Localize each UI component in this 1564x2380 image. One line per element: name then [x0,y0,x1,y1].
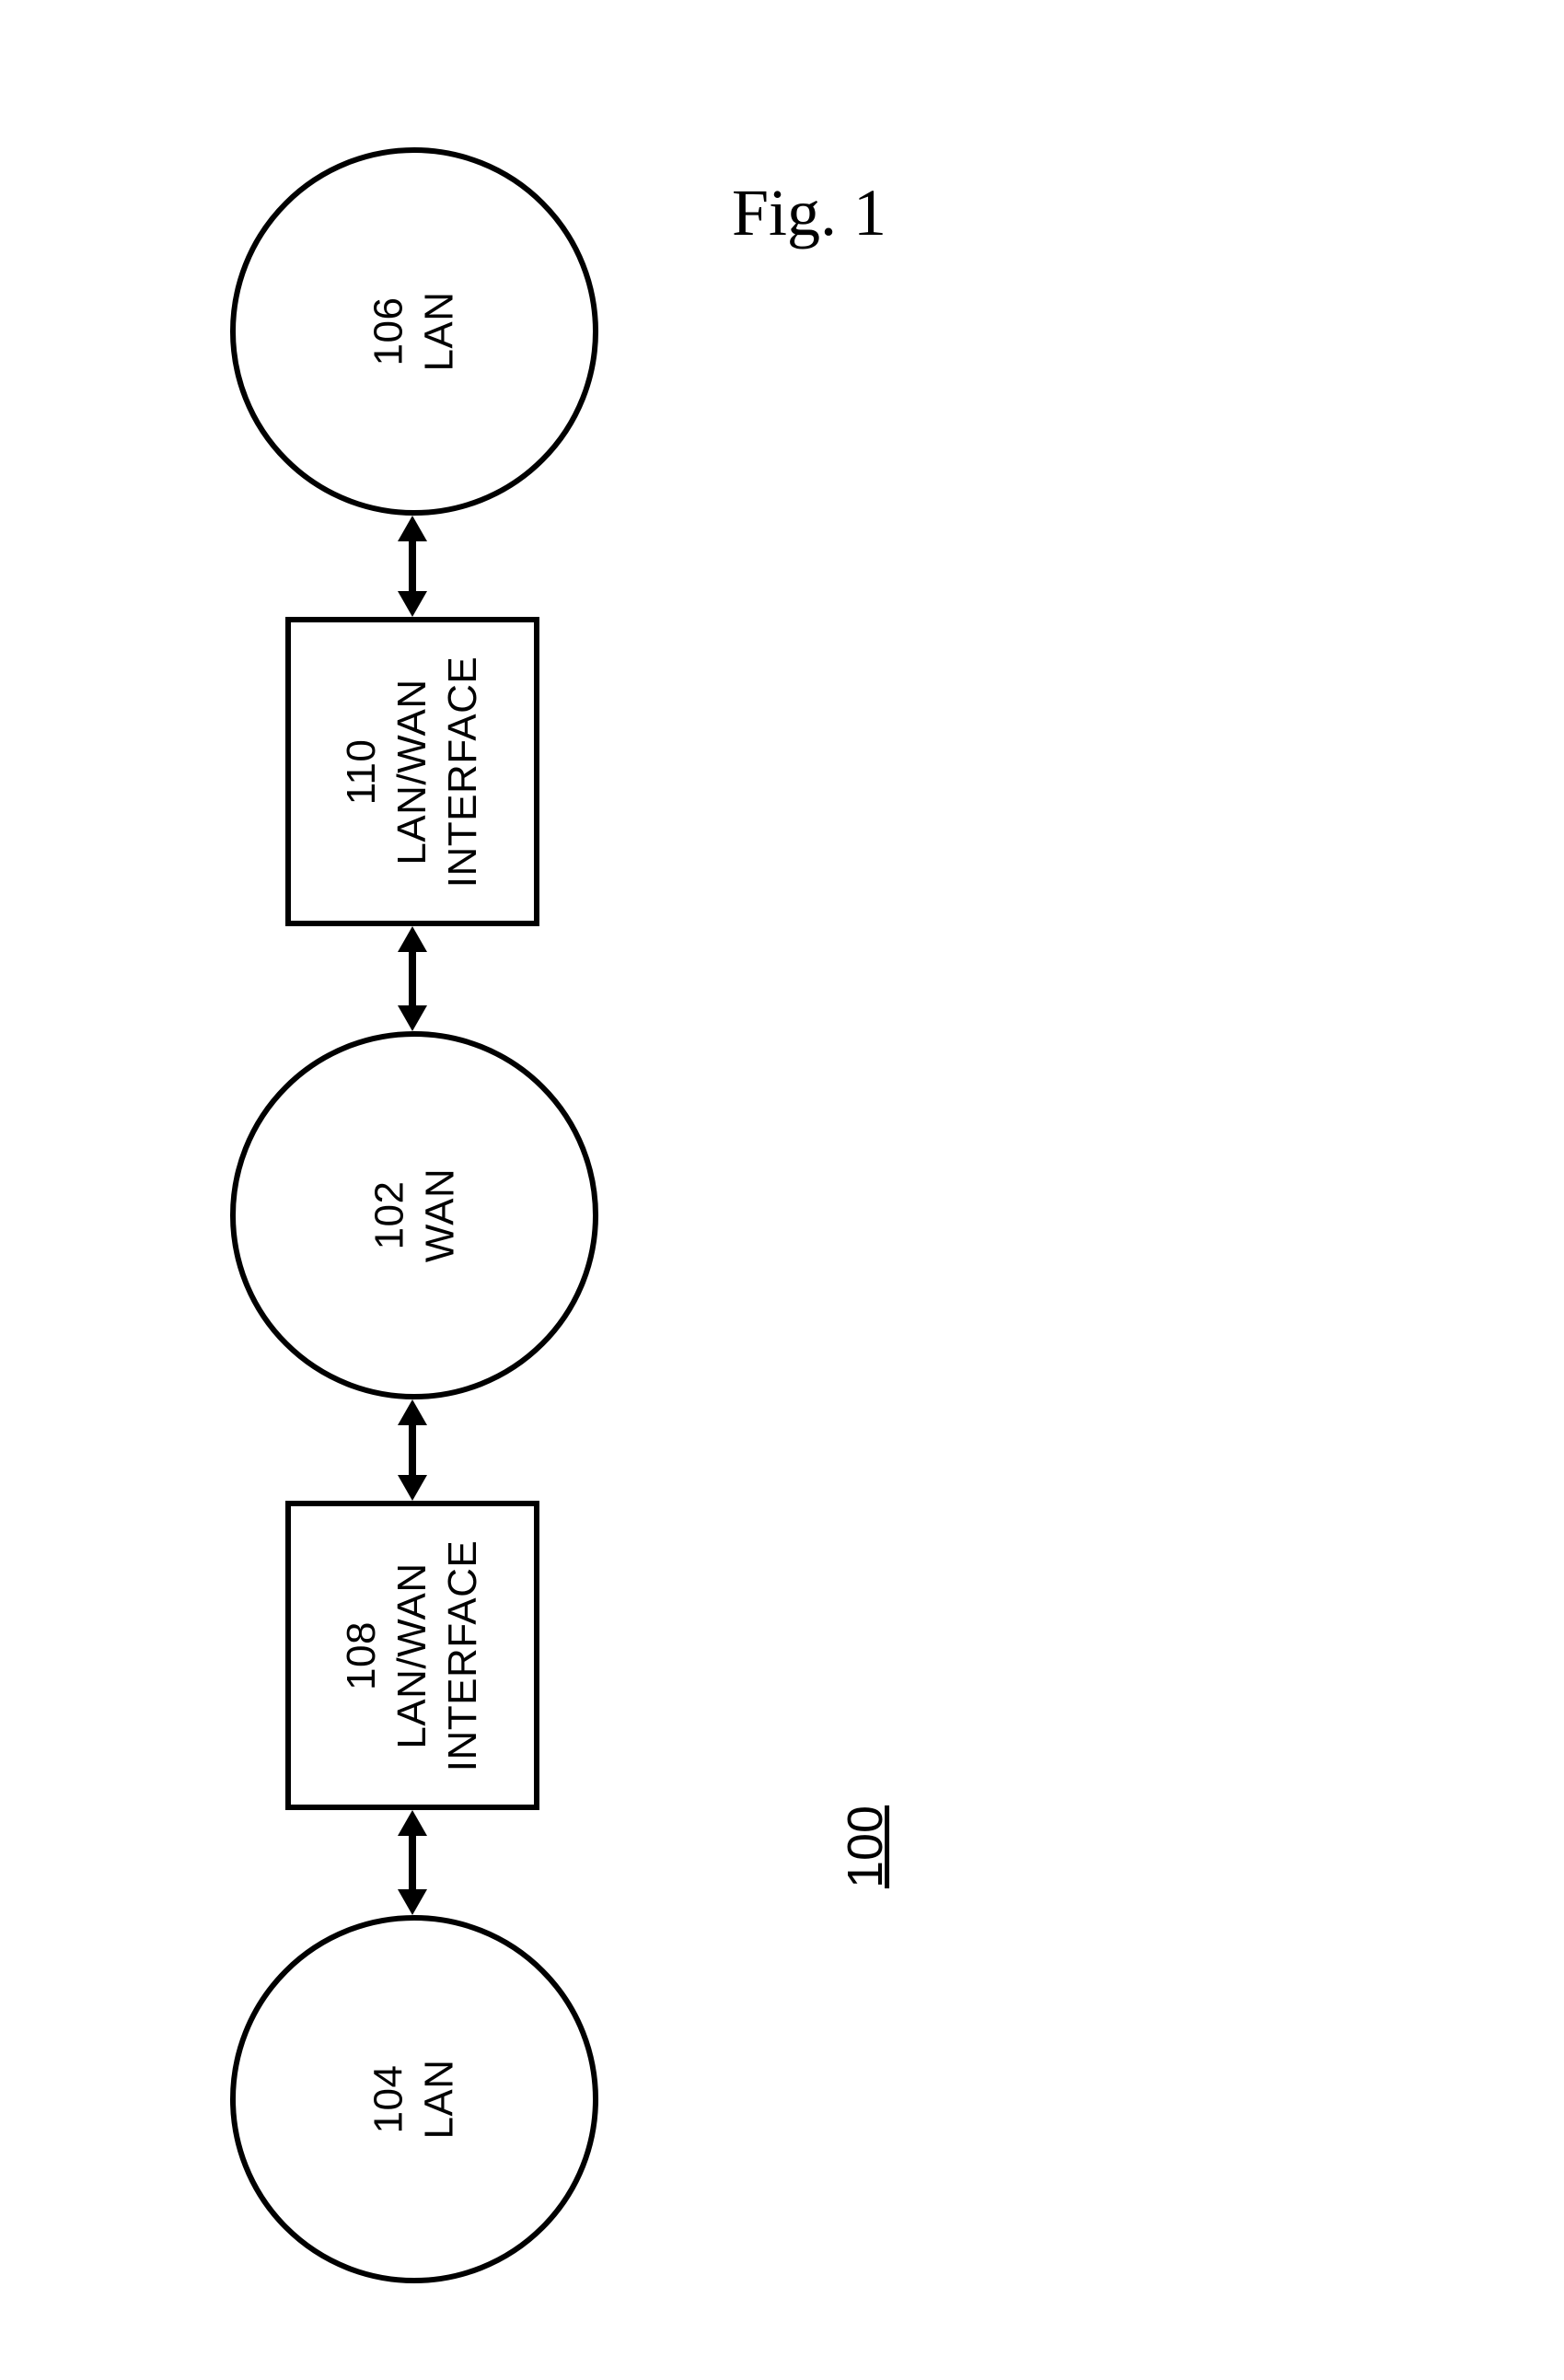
page: Fig. 1 106 LAN 110 LAN/WAN INTERFACE 102… [0,0,1564,2380]
arrow-shaft [409,952,416,1005]
arrow-shaft [409,541,416,591]
edge-wan-if2 [398,926,427,1031]
arrow-head-down-icon [398,1889,427,1915]
node-lan2-label: 106 LAN [364,291,465,371]
node-if2-label: 110 LAN/WAN INTERFACE [336,656,488,887]
arrow-head-up-icon [398,1810,427,1836]
figure-title: Fig. 1 [732,175,886,251]
edge-if1-wan [398,1399,427,1501]
arrow-shaft [409,1425,416,1475]
node-lan2: 106 LAN [230,147,598,516]
arrow-head-down-icon [398,1005,427,1031]
arrow-head-up-icon [398,1399,427,1425]
node-lan1: 104 LAN [230,1915,598,2283]
arrow-head-up-icon [398,926,427,952]
node-if1: 108 LAN/WAN INTERFACE [285,1501,539,1810]
figure-ref-label: 100 [837,1805,894,1888]
node-if2: 110 LAN/WAN INTERFACE [285,617,539,926]
node-wan: 102 WAN [230,1031,598,1399]
node-if1-label: 108 LAN/WAN INTERFACE [336,1539,488,1770]
node-lan1-label: 104 LAN [364,2059,465,2139]
edge-lan1-if1 [398,1810,427,1915]
arrow-head-up-icon [398,516,427,541]
arrow-shaft [409,1836,416,1889]
arrow-head-down-icon [398,591,427,617]
node-wan-label: 102 WAN [364,1168,465,1263]
edge-if2-lan2 [398,516,427,617]
arrow-head-down-icon [398,1475,427,1501]
